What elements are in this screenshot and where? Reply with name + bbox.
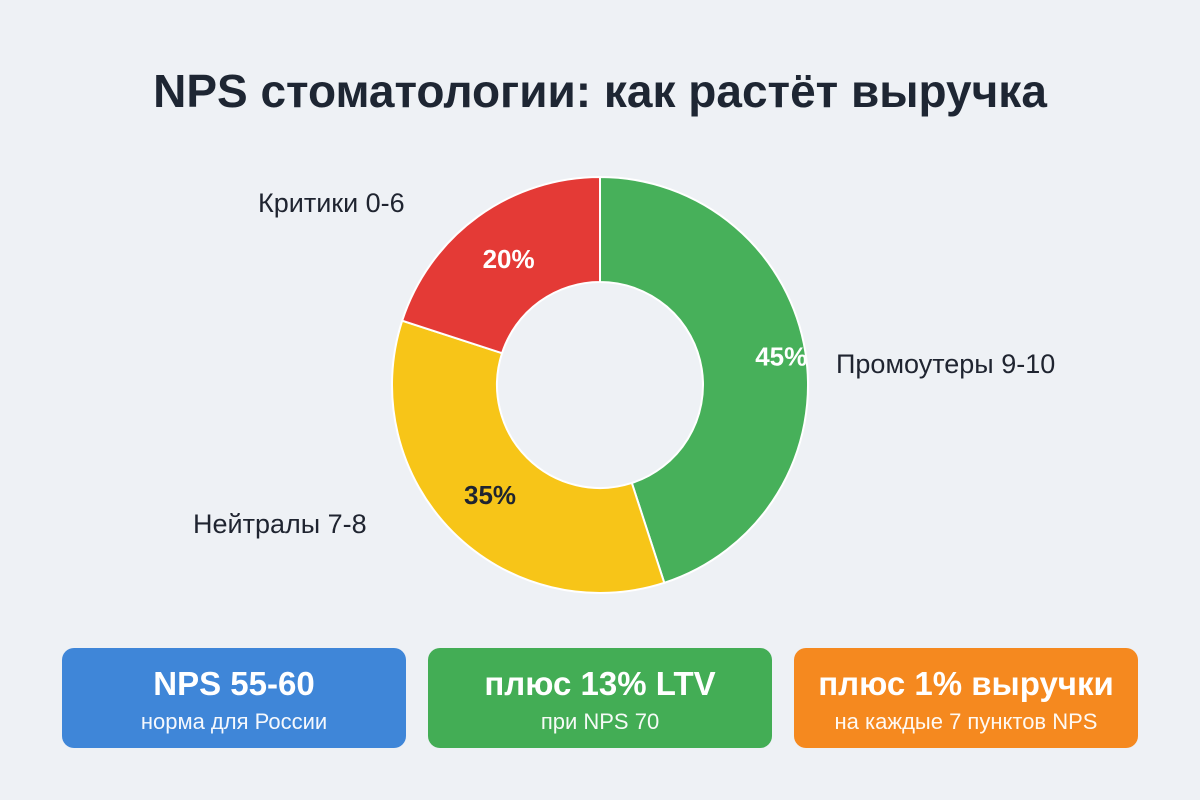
data-label: 45% <box>755 341 807 371</box>
card-revenue: плюс 1% выручки на каждые 7 пунктов NPS <box>794 648 1138 748</box>
data-label: 35% <box>464 480 516 510</box>
page-title: NPS стоматологии: как растёт выручка <box>153 65 1047 117</box>
card-heading: плюс 1% выручки <box>818 665 1114 702</box>
card-nps-norm: NPS 55-60 норма для России <box>62 648 406 748</box>
card-heading: плюс 13% LTV <box>484 665 716 702</box>
donut-slice <box>400 175 601 355</box>
legend-label-critics: Критики 0-6 <box>258 188 405 218</box>
card-ltv: плюс 13% LTV при NPS 70 <box>428 648 772 748</box>
donut-slice <box>391 319 666 594</box>
legend-label-neutrals: Нейтралы 7-8 <box>193 509 367 539</box>
card-heading: NPS 55-60 <box>153 665 315 702</box>
card-subtext: при NPS 70 <box>540 709 660 734</box>
card-subtext: норма для России <box>140 709 328 734</box>
donut-slice <box>599 175 809 585</box>
legend-label-promoters: Промоутеры 9-10 <box>836 349 1056 379</box>
card-subtext: на каждые 7 пунктов NPS <box>834 709 1098 734</box>
data-label: 20% <box>483 244 535 274</box>
